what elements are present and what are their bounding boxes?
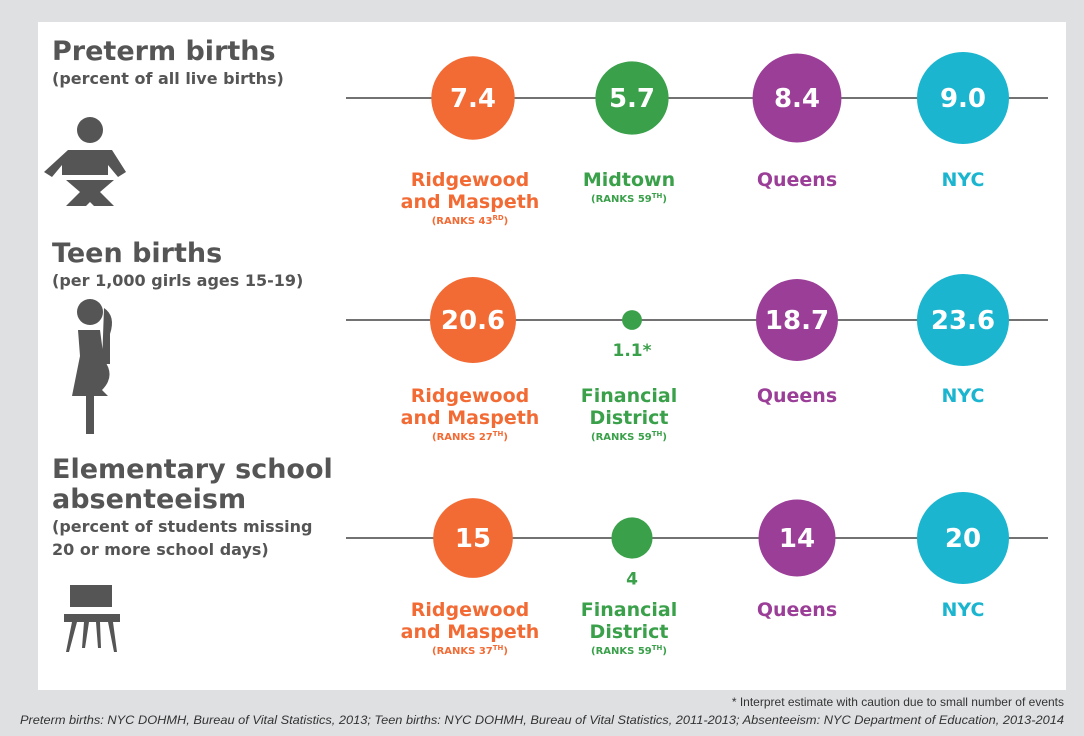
rank-prefix: (RANKS 43: [432, 216, 493, 227]
value-label: 14: [779, 524, 815, 554]
value-label: 5.7: [609, 84, 655, 114]
place-name: Queens: [757, 385, 837, 407]
icon-pregnant: [72, 299, 112, 434]
value-label: 9.0: [940, 84, 986, 114]
value-label: 23.6: [931, 306, 995, 336]
rank-prefix: (RANKS 59: [591, 432, 652, 443]
rank-close: ): [662, 194, 667, 205]
value-label: 15: [455, 524, 491, 554]
place-name: Financial: [581, 599, 677, 621]
row-title: absenteeism: [52, 484, 246, 515]
rank-suffix: TH: [493, 644, 504, 652]
value-label: 20.6: [441, 306, 505, 336]
place-name: and Maspeth: [401, 407, 540, 429]
footnote: * Interpret estimate with caution due to…: [732, 695, 1064, 709]
rank-close: ): [503, 432, 508, 443]
rank: (RANKS 59TH): [591, 192, 667, 205]
value-circle: [611, 517, 653, 559]
value-circle: [430, 277, 516, 363]
row-subtitle: (percent of students missing: [52, 517, 313, 536]
rank: (RANKS 43RD): [432, 214, 509, 227]
rank-close: ): [662, 432, 667, 443]
rank-prefix: (RANKS 59: [591, 194, 652, 205]
rank: (RANKS 59TH): [591, 644, 667, 657]
place-name: Ridgewood: [411, 385, 530, 407]
value-circle: [433, 498, 513, 578]
place-name: NYC: [942, 599, 985, 621]
rank-prefix: (RANKS 59: [591, 646, 652, 657]
rank-suffix: RD: [492, 214, 503, 222]
row-title: Elementary school: [52, 454, 333, 485]
value-circle: [917, 274, 1009, 366]
value-circle: [917, 52, 1009, 144]
rank-suffix: TH: [493, 430, 504, 438]
place-name: NYC: [942, 169, 985, 191]
row-title: Teen births: [52, 238, 222, 269]
value-circle: [431, 56, 515, 140]
rank-prefix: (RANKS 27: [432, 432, 493, 443]
place-name: District: [590, 621, 669, 643]
rank-close: ): [504, 216, 509, 227]
icon-chair: [64, 585, 120, 652]
place-name: and Maspeth: [401, 621, 540, 643]
rank: (RANKS 59TH): [591, 430, 667, 443]
value-label: 7.4: [450, 84, 496, 114]
place-name: Queens: [757, 599, 837, 621]
value-circle: [917, 492, 1009, 584]
value-circle: [752, 53, 842, 143]
rank-prefix: (RANKS 37: [432, 646, 493, 657]
rank-close: ): [662, 646, 667, 657]
place-name: Ridgewood: [411, 599, 530, 621]
value-circle: [758, 499, 836, 577]
place-name: Queens: [757, 169, 837, 191]
row-subtitle: 20 or more school days): [52, 540, 269, 559]
rank-suffix: TH: [652, 192, 663, 200]
place-name: NYC: [942, 385, 985, 407]
row-subtitle: (per 1,000 girls ages 15-19): [52, 271, 303, 290]
rank-close: ): [503, 646, 508, 657]
rank-suffix: TH: [652, 430, 663, 438]
value-label: 1.1*: [612, 341, 651, 361]
place-name: District: [590, 407, 669, 429]
value-label: 20: [945, 524, 981, 554]
rank: (RANKS 27TH): [432, 430, 508, 443]
place-name: and Maspeth: [401, 191, 540, 213]
icon-baby: [44, 117, 126, 206]
place-name: Financial: [581, 385, 677, 407]
panel: [38, 22, 1066, 690]
rank: (RANKS 37TH): [432, 644, 508, 657]
value-label: 4: [626, 570, 638, 590]
value-circle: [595, 61, 669, 135]
place-name: Ridgewood: [411, 169, 530, 191]
row-title: Preterm births: [52, 36, 276, 67]
value-circle: [622, 310, 642, 330]
row-subtitle: (percent of all live births): [52, 69, 284, 88]
value-label: 8.4: [774, 84, 820, 114]
value-circle: [756, 279, 838, 361]
rank-suffix: TH: [652, 644, 663, 652]
place-name: Midtown: [583, 169, 675, 191]
sources: Preterm births: NYC DOHMH, Bureau of Vit…: [20, 713, 1064, 727]
value-label: 18.7: [765, 306, 829, 336]
